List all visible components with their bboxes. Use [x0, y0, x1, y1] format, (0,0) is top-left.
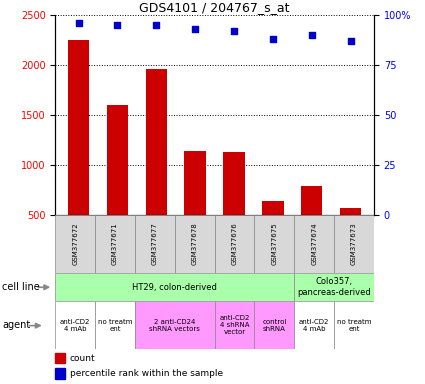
Text: Colo357,
pancreas-derived: Colo357, pancreas-derived	[297, 277, 371, 297]
Point	[192, 26, 198, 32]
Bar	[255, 301, 294, 349]
Bar	[334, 215, 374, 273]
Title: GDS4101 / 204767_s_at: GDS4101 / 204767_s_at	[139, 1, 290, 14]
Bar	[215, 215, 255, 273]
Text: anti-CD2
4 shRNA
vector: anti-CD2 4 shRNA vector	[219, 315, 250, 336]
Bar	[95, 301, 135, 349]
Point	[231, 28, 238, 35]
Text: anti-CD2
4 mAb: anti-CD2 4 mAb	[299, 319, 329, 332]
Text: GSM377672: GSM377672	[72, 222, 78, 265]
Bar	[224, 152, 245, 265]
Bar	[262, 201, 283, 265]
Text: percentile rank within the sample: percentile rank within the sample	[70, 369, 223, 378]
Text: no treatm
ent: no treatm ent	[337, 319, 371, 332]
Text: anti-CD2
4 mAb: anti-CD2 4 mAb	[60, 319, 91, 332]
Text: GSM377676: GSM377676	[232, 222, 238, 265]
Bar	[107, 105, 128, 265]
Bar	[294, 215, 334, 273]
Text: control
shRNA: control shRNA	[262, 319, 286, 332]
Bar	[340, 208, 361, 265]
Text: GSM377678: GSM377678	[192, 222, 198, 265]
Text: GSM377671: GSM377671	[112, 222, 118, 265]
Text: agent: agent	[2, 320, 30, 330]
Point	[309, 32, 315, 38]
Bar	[55, 301, 95, 349]
Bar	[184, 151, 206, 265]
Bar	[175, 215, 215, 273]
Bar	[294, 301, 334, 349]
Bar	[68, 40, 89, 265]
Bar	[135, 215, 175, 273]
Text: GSM377677: GSM377677	[152, 222, 158, 265]
Bar	[135, 301, 215, 349]
Bar	[95, 215, 135, 273]
Bar	[146, 69, 167, 265]
Text: HT29, colon-derived: HT29, colon-derived	[132, 283, 217, 291]
Point	[347, 38, 354, 45]
Bar	[215, 301, 255, 349]
Text: GSM377674: GSM377674	[311, 222, 317, 265]
Point	[269, 36, 276, 42]
Text: 2 anti-CD24
shRNA vectors: 2 anti-CD24 shRNA vectors	[149, 319, 200, 332]
Bar	[255, 215, 294, 273]
Text: GSM377675: GSM377675	[272, 222, 278, 265]
Point	[75, 20, 82, 26]
Bar	[55, 273, 294, 301]
Text: count: count	[70, 354, 95, 362]
Bar	[55, 353, 65, 363]
Point	[153, 22, 160, 28]
Bar	[301, 186, 323, 265]
Text: cell line: cell line	[2, 282, 40, 292]
Text: GSM377673: GSM377673	[351, 222, 357, 265]
Bar	[334, 301, 374, 349]
Point	[114, 22, 121, 28]
Text: no treatm
ent: no treatm ent	[98, 319, 132, 332]
Bar	[55, 215, 95, 273]
Bar	[294, 273, 374, 301]
Bar	[55, 368, 65, 379]
